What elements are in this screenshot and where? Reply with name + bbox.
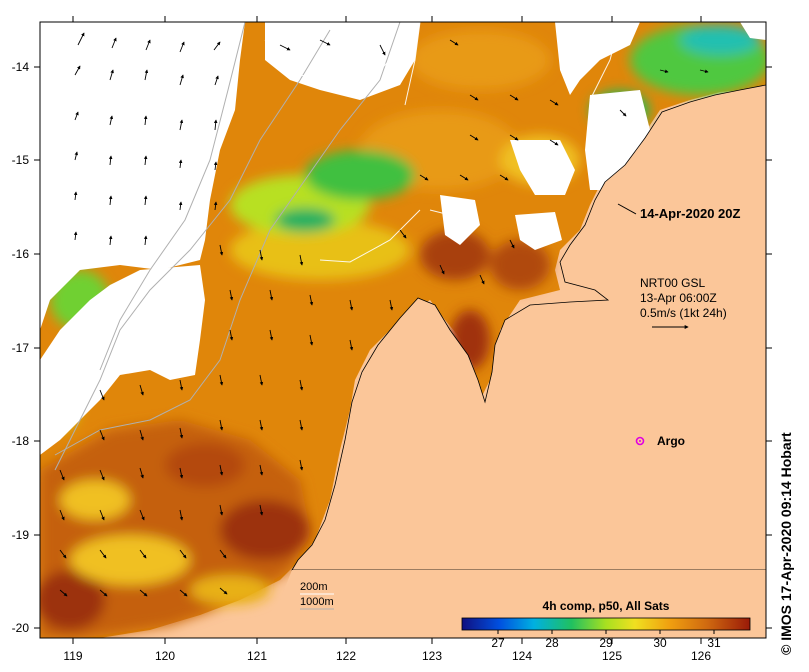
- lon-label: 125: [602, 649, 622, 663]
- current-legend: NRT00 GSL 13-Apr 06:00Z 0.5m/s (1kt 24h): [640, 276, 727, 329]
- latitude-labels: -14 -15 -16 -17 -18 -19 -20: [12, 60, 30, 635]
- lon-label: 119: [63, 649, 82, 663]
- lat-label: -18: [12, 434, 30, 448]
- white-contours: [264, 22, 621, 263]
- lat-label: -15: [12, 153, 30, 167]
- lon-label: 126: [691, 649, 711, 663]
- colorbar-label: 30: [653, 636, 667, 650]
- no-data-mask: [40, 22, 766, 455]
- colorbar-title: 4h comp, p50, All Sats: [543, 599, 670, 613]
- colorbar-label: 31: [707, 636, 721, 650]
- timestamp-label: 14-Apr-2020 20Z: [640, 206, 740, 221]
- bathymetry-contours: [54, 22, 401, 471]
- lon-label: 121: [247, 649, 267, 663]
- current-legend-line3: 0.5m/s (1kt 24h): [640, 306, 727, 320]
- lon-label: 122: [336, 649, 356, 663]
- colorbar-gradient: [461, 617, 751, 631]
- coastline: [291, 84, 766, 571]
- lon-label: 120: [155, 649, 175, 663]
- lon-label: 124: [512, 649, 532, 663]
- current-legend-line1: NRT00 GSL: [640, 276, 705, 290]
- imos-credit: © IMOS 17-Apr-2020 09:14 Hobart: [778, 432, 794, 655]
- colorbar-label: 28: [545, 636, 559, 650]
- current-vectors: [59, 32, 709, 597]
- lat-label: -16: [12, 247, 30, 261]
- colorbar-label: 29: [599, 636, 613, 650]
- argo-marker: [635, 436, 645, 446]
- contour-legend-200: 200m: [300, 581, 328, 593]
- lat-label: -14: [12, 60, 30, 74]
- current-legend-line2: 13-Apr 06:00Z: [640, 291, 717, 305]
- longitude-labels: 119 120 121 122 123 124 125 126: [63, 649, 711, 663]
- contour-legend-1000: 1000m: [300, 596, 334, 608]
- lat-label: -20: [12, 621, 30, 635]
- axis-ticks: [34, 16, 772, 644]
- colorbar-label: 27: [491, 636, 505, 650]
- colorbar: 4h comp, p50, All Sats 27 28 29 30 31: [461, 599, 751, 650]
- lon-label: 123: [422, 649, 442, 663]
- contour-legend: 200m 1000m: [300, 581, 334, 610]
- timestamp-pointer: [617, 203, 637, 215]
- lat-label: -17: [12, 341, 30, 355]
- map-frame: [39, 21, 767, 639]
- argo-label: Argo: [657, 434, 685, 448]
- lat-label: -19: [12, 528, 30, 542]
